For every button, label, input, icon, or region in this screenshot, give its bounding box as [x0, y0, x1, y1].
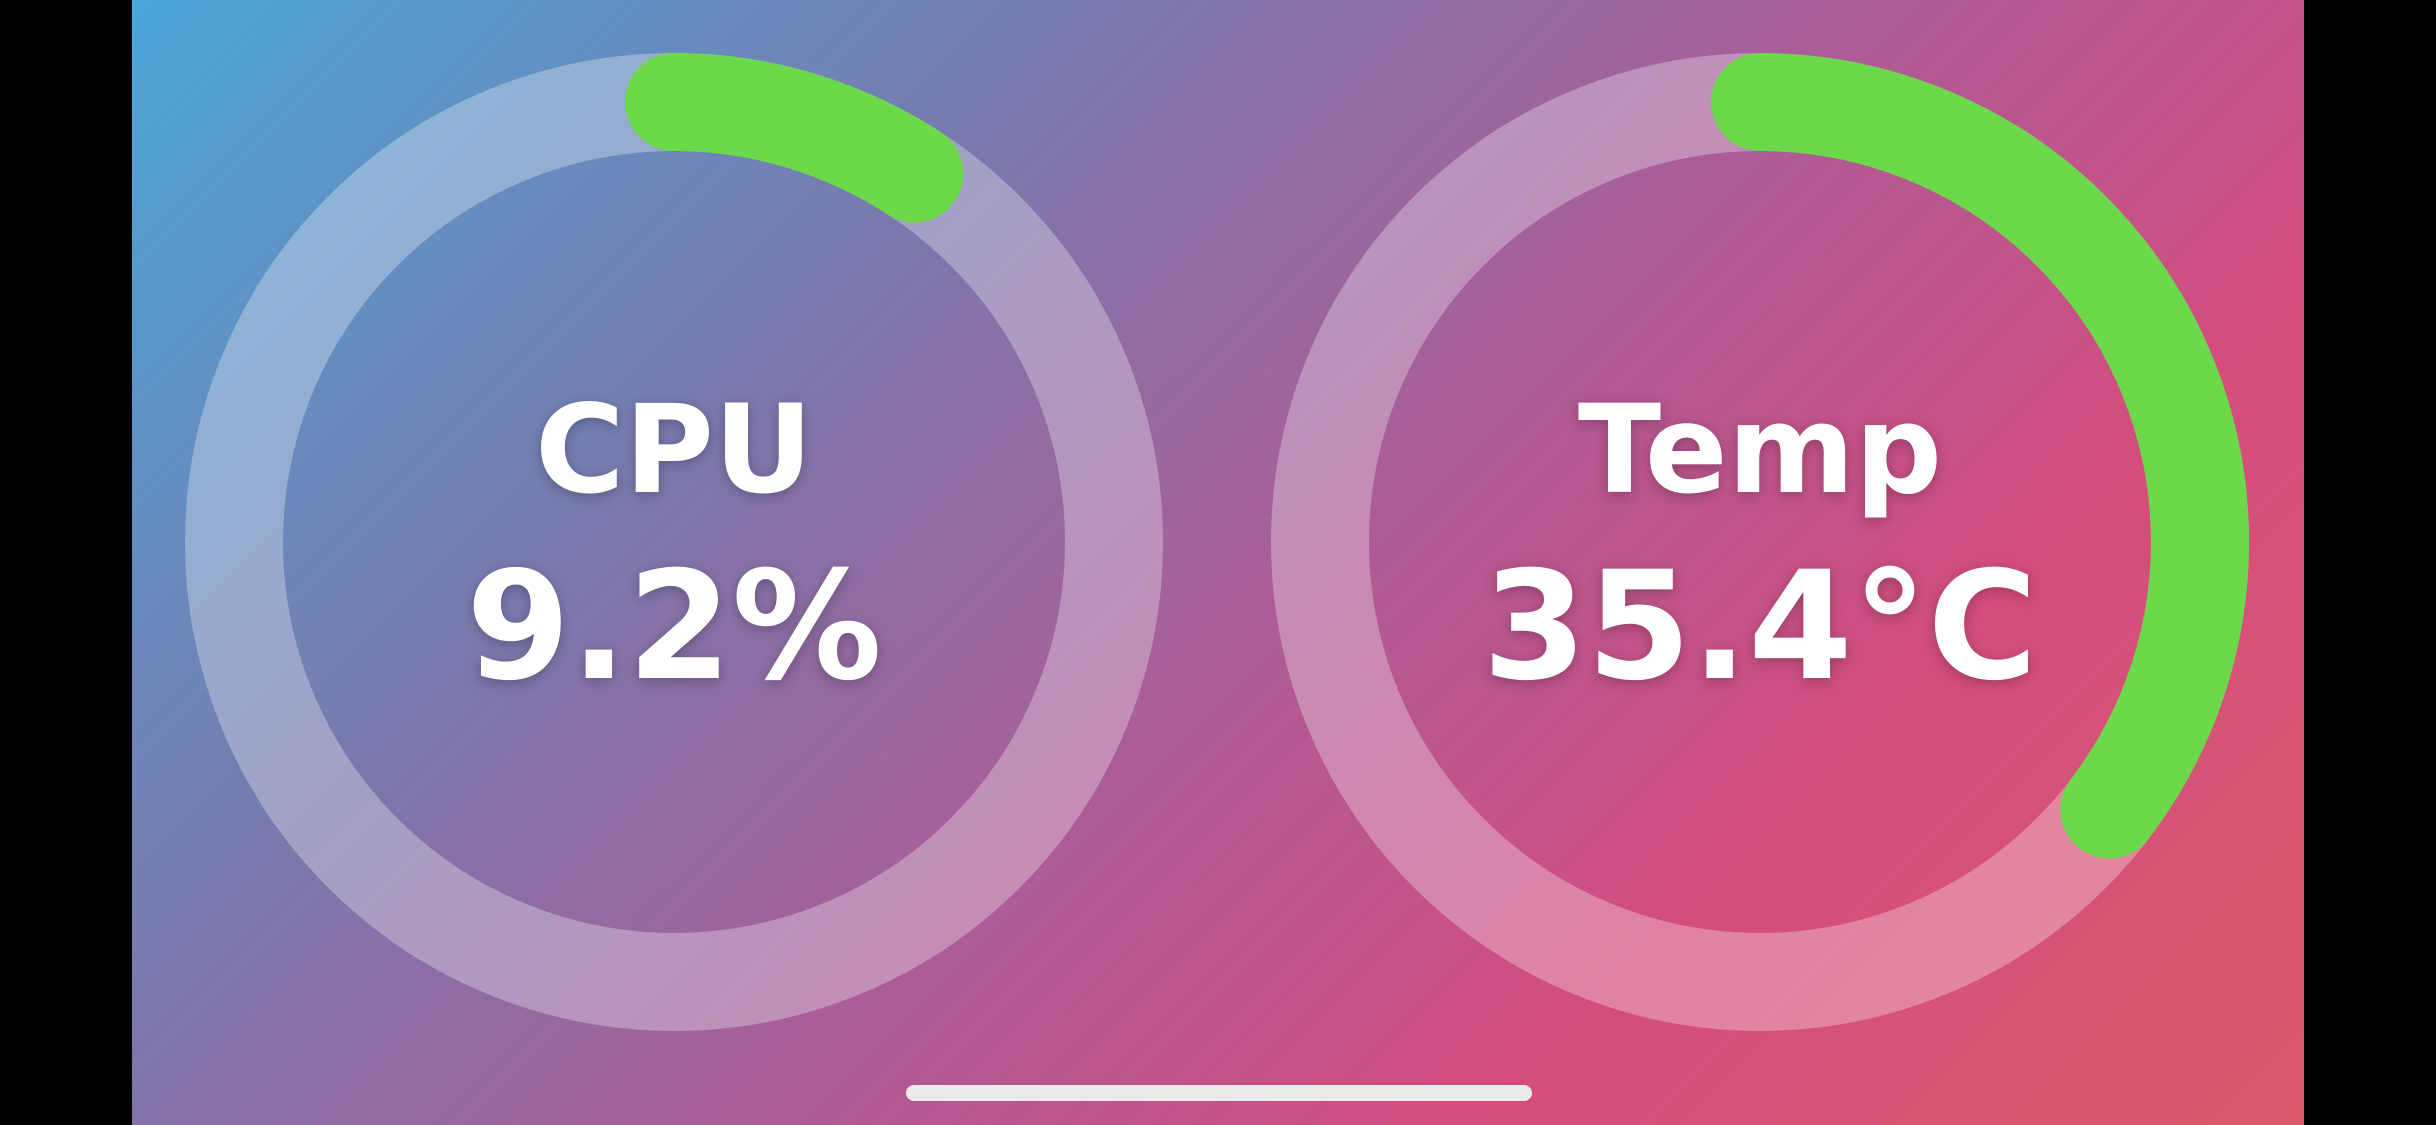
temp-gauge-progress-arc — [1271, 53, 2249, 1031]
cpu-gauge-progress-arc — [185, 53, 1163, 1031]
cpu-gauge-title: CPU — [535, 379, 813, 521]
home-indicator[interactable] — [906, 1085, 1532, 1101]
cpu-gauge-value: 9.2% — [466, 540, 882, 714]
temp-gauge-title: Temp — [1578, 379, 1942, 521]
temp-gauge: Temp 35.4°C — [1271, 53, 2249, 1031]
gauges-canvas: CPU 9.2% Temp 35.4°C — [185, 53, 2249, 1031]
monitor-screen: CPU 9.2% Temp 35.4°C — [132, 0, 2304, 1125]
temp-gauge-value: 35.4°C — [1482, 540, 2037, 714]
cpu-gauge: CPU 9.2% — [185, 53, 1163, 1031]
